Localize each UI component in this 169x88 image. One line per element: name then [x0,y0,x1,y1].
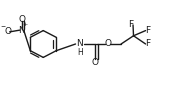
Text: H: H [77,48,83,57]
Text: F: F [145,40,150,48]
Text: O: O [91,58,98,67]
Text: N: N [18,26,25,35]
Text: O: O [4,27,11,36]
Text: F: F [128,20,134,29]
Text: −: − [1,24,6,29]
Text: O: O [18,15,25,24]
Text: O: O [104,40,111,48]
Text: N: N [76,40,83,48]
Text: +: + [23,22,28,27]
Text: F: F [145,26,150,35]
